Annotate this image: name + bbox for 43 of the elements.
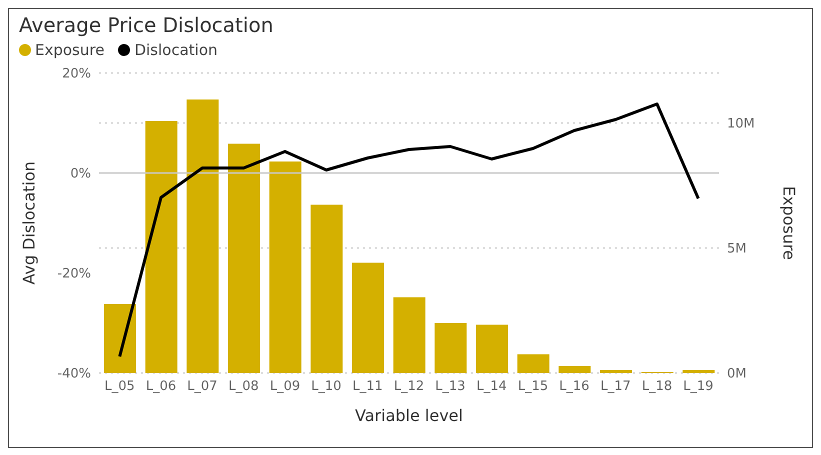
- x-tick-label: L_09: [270, 379, 300, 394]
- bar: [269, 162, 302, 373]
- x-tick-label: L_10: [311, 379, 342, 394]
- x-tick-label: L_14: [476, 379, 507, 394]
- y-tick-label: -20%: [57, 266, 91, 282]
- bar: [517, 354, 550, 373]
- bar: [145, 121, 178, 373]
- bar: [104, 304, 136, 373]
- bar: [476, 324, 508, 373]
- x-tick-label: L_18: [642, 379, 672, 394]
- x-tick-label: L_17: [600, 379, 631, 394]
- y-tick-label: 20%: [62, 66, 91, 82]
- line-series: [118, 102, 700, 358]
- y2-tick-label: 10M: [727, 116, 755, 132]
- y2-tick-label: 0M: [727, 366, 746, 382]
- y-tick-label: -40%: [57, 366, 91, 382]
- bar: [352, 262, 384, 373]
- bar: [228, 144, 260, 373]
- x-tick-label: L_19: [683, 379, 714, 394]
- legend-label: Exposure: [34, 41, 104, 59]
- bar: [186, 100, 219, 373]
- bar: [434, 323, 467, 373]
- y2-tick-label: 5M: [727, 242, 746, 257]
- y-tick-label: 0%: [70, 166, 91, 182]
- x-tick-label: L_12: [394, 379, 424, 394]
- x-tick-label: L_08: [228, 379, 259, 394]
- x-tick-label: L_13: [435, 379, 466, 394]
- bar: [600, 370, 632, 373]
- y-axis-title: Avg Dislocation: [20, 161, 39, 285]
- y2-axis-title: Exposure: [779, 186, 798, 260]
- bar: [393, 297, 426, 373]
- x-tick-label: L_15: [518, 379, 548, 394]
- x-tick-label: L_07: [187, 379, 218, 394]
- x-tick-label: L_05: [104, 379, 135, 394]
- bar: [310, 204, 343, 373]
- chart-title: Average Price Dislocation: [18, 12, 274, 37]
- legend-label: Dislocation: [133, 41, 218, 59]
- bar: [682, 370, 715, 373]
- x-axis-title: Variable level: [355, 406, 463, 425]
- x-tick-label: L_11: [352, 379, 383, 394]
- bar: [558, 366, 591, 373]
- x-tick-label: L_16: [559, 379, 590, 394]
- x-tick-label: L_06: [146, 379, 176, 394]
